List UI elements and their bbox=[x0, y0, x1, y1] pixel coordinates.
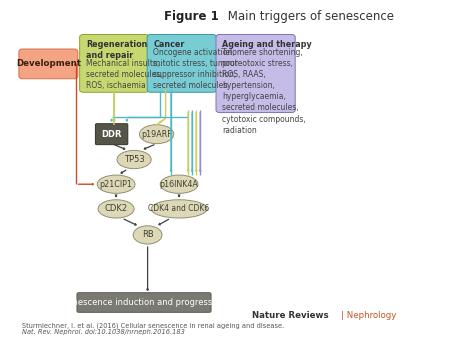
Text: Figure 1: Figure 1 bbox=[164, 10, 219, 23]
Text: Ageing and therapy: Ageing and therapy bbox=[222, 40, 312, 49]
Text: RB: RB bbox=[142, 231, 153, 239]
Ellipse shape bbox=[117, 150, 151, 169]
FancyBboxPatch shape bbox=[95, 124, 128, 145]
Text: Mechanical insults,
secreted molecules,
ROS, ischaemia: Mechanical insults, secreted molecules, … bbox=[86, 59, 162, 90]
Text: DDR: DDR bbox=[101, 130, 122, 139]
Ellipse shape bbox=[133, 226, 162, 244]
Text: CDK2: CDK2 bbox=[104, 204, 128, 213]
Text: Nature Reviews: Nature Reviews bbox=[252, 311, 328, 320]
Ellipse shape bbox=[151, 200, 207, 218]
FancyBboxPatch shape bbox=[19, 49, 78, 79]
Text: CDK4 and CDK6: CDK4 and CDK6 bbox=[148, 204, 210, 213]
Text: p21CIP1: p21CIP1 bbox=[99, 180, 133, 189]
FancyBboxPatch shape bbox=[147, 34, 216, 92]
Text: p19ARF: p19ARF bbox=[141, 130, 172, 139]
Text: Cancer: Cancer bbox=[153, 40, 185, 49]
Text: Main triggers of senescence: Main triggers of senescence bbox=[224, 10, 394, 23]
Text: Sturmlechner, I. et al. (2016) Cellular senescence in renal ageing and disease.: Sturmlechner, I. et al. (2016) Cellular … bbox=[22, 322, 285, 329]
Text: p16INK4A: p16INK4A bbox=[160, 180, 198, 189]
Ellipse shape bbox=[98, 200, 134, 218]
Text: Telomere shortening,
proteotoxic stress,
ROS, RAAS,
hypertension,
hyperglycaemia: Telomere shortening, proteotoxic stress,… bbox=[222, 48, 306, 135]
Ellipse shape bbox=[97, 175, 135, 193]
Ellipse shape bbox=[160, 175, 198, 193]
FancyBboxPatch shape bbox=[216, 34, 295, 113]
Text: TP53: TP53 bbox=[124, 155, 144, 164]
Text: Senescence induction and progression: Senescence induction and progression bbox=[63, 298, 225, 307]
Text: | Nephrology: | Nephrology bbox=[341, 311, 396, 320]
Text: Development: Development bbox=[16, 59, 81, 68]
FancyBboxPatch shape bbox=[80, 34, 149, 92]
FancyBboxPatch shape bbox=[77, 293, 211, 312]
Text: Regeneration
and repair: Regeneration and repair bbox=[86, 40, 147, 60]
Text: Oncogene activation,
mitotic stress, tumour
suppressor inhibition,
secreted mole: Oncogene activation, mitotic stress, tum… bbox=[153, 48, 238, 90]
Text: Nat. Rev. Nephrol. doi:10.1038/nrneph.2016.183: Nat. Rev. Nephrol. doi:10.1038/nrneph.20… bbox=[22, 329, 185, 335]
Ellipse shape bbox=[140, 125, 174, 144]
